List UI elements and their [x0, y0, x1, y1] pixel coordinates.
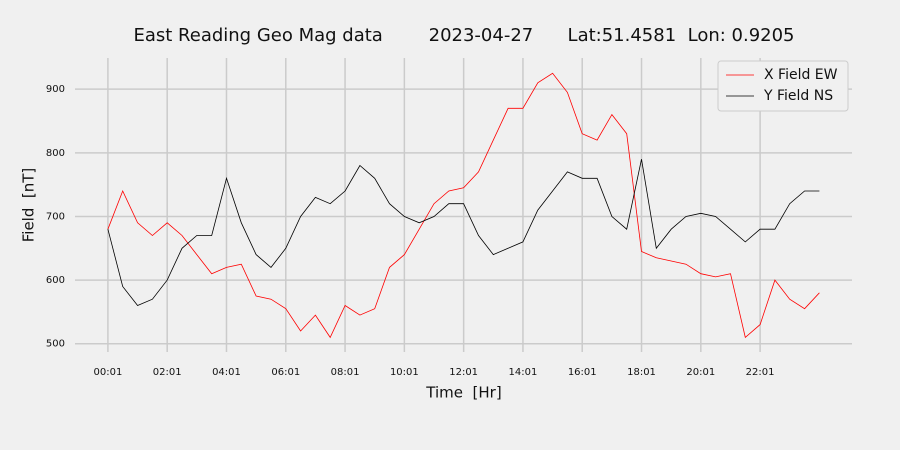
- y-tick-label: 800: [46, 148, 65, 159]
- x-tick-label: 06:01: [271, 367, 300, 378]
- x-tick-label: 18:01: [627, 367, 656, 378]
- x-tick-label: 14:01: [509, 367, 538, 378]
- x-tick-label: 00:01: [93, 367, 122, 378]
- x-tick-label: 08:01: [331, 367, 360, 378]
- x-tick-label: 10:01: [390, 367, 419, 378]
- x-tick-label: 20:01: [686, 367, 715, 378]
- y-axis-label: Field [nT]: [20, 168, 38, 243]
- y-tick-label: 500: [46, 339, 65, 350]
- x-tick-label: 04:01: [212, 367, 241, 378]
- x-axis-label: Time [Hr]: [425, 384, 501, 402]
- data-line: [107, 72, 820, 339]
- x-tick-label: 16:01: [568, 367, 597, 378]
- data-line: [107, 159, 820, 306]
- x-tick-label: 12:01: [449, 367, 478, 378]
- y-tick-label: 600: [46, 275, 65, 286]
- y-tick-label: 700: [46, 211, 65, 222]
- x-tick-label: 02:01: [153, 367, 182, 378]
- x-tick-label: 22:01: [746, 367, 775, 378]
- legend-label: Y Field NS: [763, 88, 833, 104]
- legend-box: [717, 60, 849, 112]
- y-tick-label: 900: [46, 84, 65, 95]
- chart-title: East Reading Geo Mag data 2023-04-27 Lat…: [133, 25, 794, 46]
- legend-label: X Field EW: [764, 67, 838, 83]
